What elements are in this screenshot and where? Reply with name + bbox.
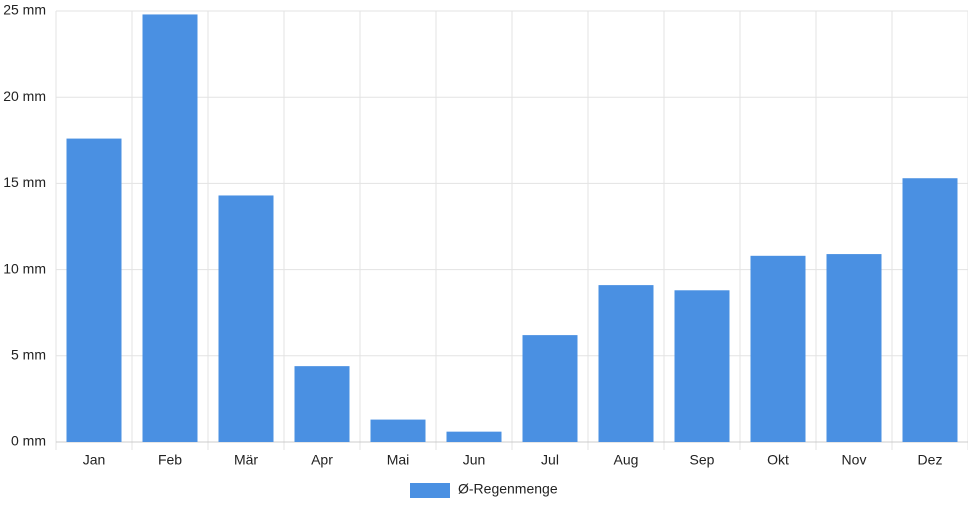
y-tick-label: 0 mm — [11, 433, 46, 449]
y-tick-label: 20 mm — [3, 88, 46, 104]
x-tick-label: Aug — [614, 452, 639, 468]
bar — [446, 431, 502, 442]
y-tick-label: 25 mm — [3, 2, 46, 18]
legend-swatch — [410, 483, 450, 498]
bar — [598, 285, 654, 442]
bar — [294, 366, 350, 442]
x-tick-label: Jul — [541, 452, 559, 468]
bar — [142, 14, 198, 443]
y-tick-label: 5 mm — [11, 347, 46, 363]
x-tick-label: Mär — [234, 452, 258, 468]
x-tick-label: Nov — [842, 452, 867, 468]
x-tick-label: Okt — [767, 452, 789, 468]
bar — [370, 419, 426, 442]
legend-item: Ø-Regenmenge — [410, 481, 558, 498]
bar — [902, 178, 958, 442]
y-tick-label: 15 mm — [3, 174, 46, 190]
bar — [218, 195, 274, 442]
x-tick-label: Sep — [690, 452, 715, 468]
x-tick-label: Jun — [463, 452, 486, 468]
y-tick-label: 10 mm — [3, 260, 46, 276]
x-tick-label: Apr — [311, 452, 333, 468]
bar — [826, 254, 882, 442]
bar — [674, 290, 730, 442]
legend-label: Ø-Regenmenge — [458, 481, 558, 497]
x-tick-label: Jan — [83, 452, 106, 468]
x-tick-label: Mai — [387, 452, 410, 468]
x-tick-label: Feb — [158, 452, 182, 468]
x-tick-label: Dez — [918, 452, 943, 468]
bar — [522, 335, 578, 442]
bar — [750, 255, 806, 442]
bar — [66, 138, 122, 443]
